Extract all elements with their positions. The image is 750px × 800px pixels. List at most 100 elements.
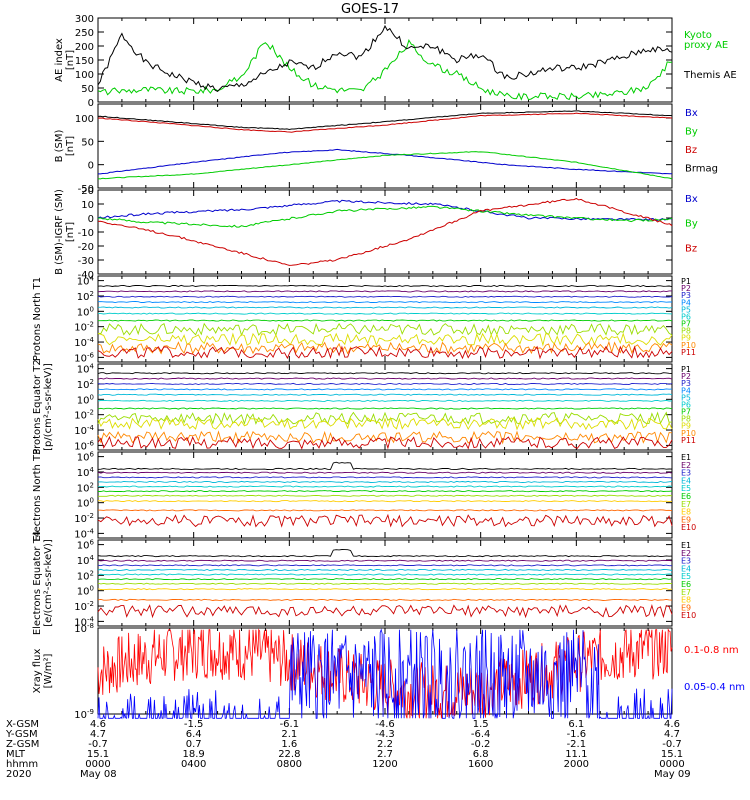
legend-label: P7 bbox=[681, 408, 691, 417]
y-tick-label: 0 bbox=[88, 98, 94, 109]
legend-label: E4 bbox=[681, 564, 691, 573]
xray-series-line bbox=[97, 628, 673, 720]
ephemeris-value: -6.4 bbox=[471, 729, 491, 740]
ephemeris-row-label: Z-GSM bbox=[6, 739, 39, 750]
legend-label: E6 bbox=[681, 580, 691, 589]
legend-label: P8 bbox=[681, 415, 691, 424]
ephemeris-value: 15.1 bbox=[87, 749, 109, 760]
ephemeris-value: 22.8 bbox=[278, 749, 300, 760]
y-axis-label: B (SM)-IGRF (SM)[nT] bbox=[54, 189, 76, 275]
ephemeris-value: 4.7 bbox=[664, 729, 680, 740]
panel-b_sm: B (SM)[nT] 100 50 0 -50 Bx By Bz Brmag bbox=[54, 103, 718, 195]
ephemeris-row-label: MLT bbox=[6, 749, 26, 760]
series-line-p1 bbox=[97, 372, 673, 375]
series-line-p6 bbox=[97, 399, 673, 402]
panels: AE index[nT]300250200150100500Kyotoproxy… bbox=[32, 14, 745, 721]
legend-label: P5 bbox=[681, 393, 691, 402]
series-line-e10 bbox=[97, 513, 673, 528]
legend-label: P9 bbox=[681, 334, 691, 343]
series-line-kyoto-proxy-ae bbox=[97, 38, 673, 101]
ephemeris-value: -0.2 bbox=[471, 739, 491, 750]
series-line-p8 bbox=[97, 411, 673, 425]
series-line-bz bbox=[97, 112, 673, 133]
legend-label: E5 bbox=[681, 484, 691, 493]
ephemeris-value: 0000 bbox=[659, 759, 684, 770]
ephemeris-value: 4.6 bbox=[664, 719, 680, 730]
panel-electrons_t4: Electrons Equator T4[e/(cm²-s-sr-keV)] 10… bbox=[32, 531, 696, 635]
series-line-bx bbox=[98, 148, 672, 175]
panel-ae: AE index[nT] 300 250 200 150 100 50 0 Kyotoproxy… bbox=[54, 14, 737, 109]
y-tick-label: 10-4 bbox=[74, 424, 94, 437]
legend-label: P11 bbox=[681, 436, 696, 445]
y-tick-label: 106 bbox=[77, 539, 95, 552]
series-line-e6 bbox=[97, 578, 673, 581]
y-axis-label: Electrons North T3 bbox=[32, 448, 43, 541]
y-axis-label: AE index[nT] bbox=[54, 38, 76, 82]
series-line-e1 bbox=[97, 461, 673, 470]
panel-b_igrf: B (SM)-IGRF (SM)[nT] 20 10 0 -10 -20 -30 -40 Bx B… bbox=[54, 186, 698, 281]
series-line-p3 bbox=[97, 295, 673, 298]
legend-label: E7 bbox=[681, 500, 691, 509]
panel-frame bbox=[97, 451, 673, 539]
series-line-e1 bbox=[97, 549, 673, 558]
ephemeris-value: 11.1 bbox=[565, 749, 587, 760]
series-line-e5 bbox=[97, 573, 673, 576]
series-line-e7 bbox=[98, 494, 673, 497]
legend-label: P3 bbox=[681, 291, 691, 300]
series-line-themis-ae bbox=[97, 24, 673, 93]
series-line-p8 bbox=[97, 322, 673, 337]
y-tick-label: 0 bbox=[88, 161, 94, 172]
series-line-p11 bbox=[97, 345, 673, 360]
y-tick-label: 50 bbox=[81, 84, 94, 95]
series-line-p9 bbox=[97, 416, 673, 431]
series-line-e5 bbox=[97, 485, 673, 488]
y-tick-label: 10-4 bbox=[74, 336, 94, 349]
ephemeris-value: 4.7 bbox=[90, 729, 106, 740]
series-line-p4 bbox=[97, 301, 672, 304]
ephemeris-value: -0.7 bbox=[88, 739, 108, 750]
ephemeris-table: X-GSM 4.6 -1.5 -6.1 -4.6 1.5 6.1 4.6 Y-GSM 4.7 6.4… bbox=[5, 719, 691, 780]
series-line-p6 bbox=[98, 312, 673, 315]
series-line-e3 bbox=[97, 476, 673, 479]
legend-label: Bx bbox=[685, 194, 698, 205]
figure-title: GOES-17 bbox=[341, 2, 399, 17]
y-tick-label: 100 bbox=[77, 305, 94, 318]
panel-protons_t1: Protons North T1 10410210010-210-410-6P1P… bbox=[32, 275, 696, 365]
legend-label: Kyoto bbox=[684, 30, 712, 41]
series-line-p7 bbox=[98, 319, 673, 322]
ephemeris-value: 0800 bbox=[277, 759, 302, 770]
legend-label: E3 bbox=[681, 469, 691, 478]
y-tick-label: -40 bbox=[78, 270, 94, 281]
legend-label: E7 bbox=[681, 588, 691, 597]
y-tick-label: 50 bbox=[81, 137, 94, 148]
legend-label: E9 bbox=[681, 515, 691, 524]
y-tick-label: -20 bbox=[78, 242, 94, 253]
y-tick-label: 102 bbox=[77, 481, 94, 494]
series-line-e4 bbox=[97, 568, 673, 571]
legend-label: P6 bbox=[681, 312, 691, 321]
series-line-bz bbox=[97, 197, 673, 266]
legend-label: proxy AE bbox=[684, 40, 728, 51]
legend-label: P7 bbox=[681, 320, 691, 329]
y-tick-label: 10-8 bbox=[74, 622, 94, 635]
legend-label: P1 bbox=[681, 277, 691, 286]
ephemeris-value: May 08 bbox=[80, 769, 117, 780]
ephemeris-value: -0.7 bbox=[662, 739, 682, 750]
series-line-p10 bbox=[97, 340, 673, 355]
series-line-p9 bbox=[97, 332, 673, 347]
y-tick-label: 104 bbox=[77, 275, 95, 288]
ephemeris-row-label: hhmm bbox=[6, 759, 38, 770]
legend-label: Brmag bbox=[685, 164, 718, 175]
y-tick-label: 104 bbox=[77, 363, 95, 376]
legend-label: E3 bbox=[681, 557, 691, 566]
series-line-by bbox=[97, 205, 673, 228]
y-tick-label: 10-2 bbox=[74, 321, 94, 334]
legend-label: E8 bbox=[681, 596, 691, 605]
y-tick-label: 100 bbox=[77, 585, 94, 598]
y-tick-label: 100 bbox=[77, 497, 94, 510]
y-tick-label: 20 bbox=[81, 186, 94, 197]
ephemeris-value: 6.4 bbox=[186, 729, 202, 740]
legend-label: E2 bbox=[681, 461, 691, 470]
ephemeris-value: 2.2 bbox=[377, 739, 393, 750]
legend-label: P4 bbox=[681, 386, 691, 395]
